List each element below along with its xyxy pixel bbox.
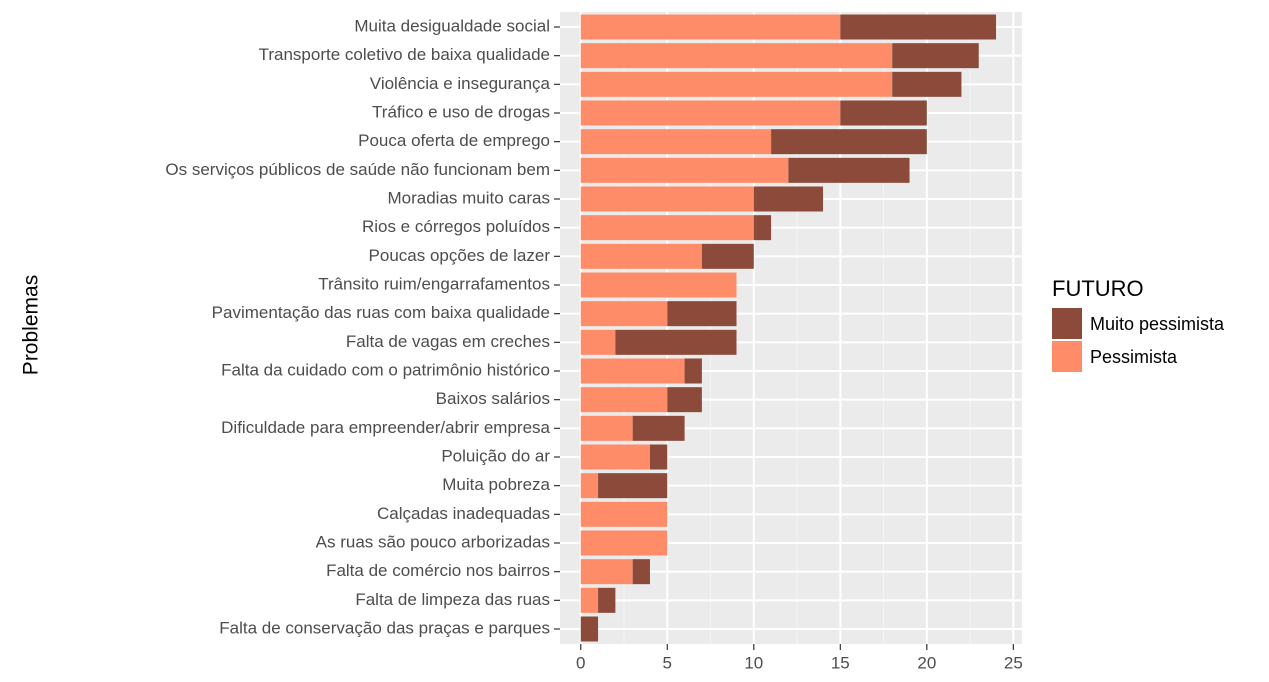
bar-segment bbox=[892, 43, 979, 69]
legend-label: Muito pessimista bbox=[1090, 314, 1225, 334]
x-tick-label: 20 bbox=[917, 653, 936, 672]
bar-segment bbox=[580, 387, 668, 413]
x-tick-label: 0 bbox=[576, 653, 585, 672]
bar-segment bbox=[580, 14, 841, 40]
bar-segment bbox=[667, 301, 737, 327]
bar-segment bbox=[701, 243, 754, 269]
y-tick-label: Trânsito ruim/engarrafamentos bbox=[318, 274, 550, 293]
bar-segment bbox=[649, 444, 668, 470]
bar-segment bbox=[632, 559, 650, 585]
bar-segment bbox=[580, 71, 893, 97]
y-tick-label: Falta de comércio nos bairros bbox=[326, 561, 550, 580]
bar-segment bbox=[580, 100, 841, 126]
bar-segment bbox=[580, 559, 633, 585]
bar-segment bbox=[580, 129, 772, 155]
bar-segment bbox=[580, 186, 754, 212]
bar-segment bbox=[615, 329, 737, 355]
y-tick-label: Poucas opções de lazer bbox=[369, 246, 551, 265]
bar-segment bbox=[771, 129, 927, 155]
bar-segment bbox=[580, 243, 702, 269]
bar-segment bbox=[632, 415, 685, 441]
legend-title: FUTURO bbox=[1052, 276, 1144, 301]
bar-segment bbox=[684, 358, 702, 384]
y-tick-label: As ruas são pouco arborizadas bbox=[316, 532, 550, 551]
x-tick-label: 10 bbox=[744, 653, 763, 672]
y-tick-label: Falta de conservação das praças e parque… bbox=[219, 618, 550, 637]
y-tick-label: Baixos salários bbox=[436, 389, 550, 408]
bar-segment bbox=[753, 186, 824, 212]
y-tick-label: Falta de limpeza das ruas bbox=[355, 590, 550, 609]
bar-segment bbox=[598, 473, 668, 499]
bar-segment bbox=[753, 215, 772, 241]
bar-segment bbox=[667, 387, 702, 413]
y-tick-label: Dificuldade para empreender/abrir empres… bbox=[221, 418, 550, 437]
y-tick-label: Pouca oferta de emprego bbox=[358, 131, 550, 150]
y-tick-label: Pavimentação das ruas com baixa qualidad… bbox=[212, 303, 550, 322]
bar-segment bbox=[580, 358, 685, 384]
bar-segment bbox=[580, 43, 893, 69]
y-tick-label: Muita desigualdade social bbox=[354, 16, 550, 35]
y-tick-label: Transporte coletivo de baixa qualidade bbox=[259, 45, 550, 64]
legend-key bbox=[1052, 341, 1082, 372]
y-tick-label: Os serviços públicos de saúde não funcio… bbox=[165, 160, 550, 179]
bar-segment bbox=[580, 473, 599, 499]
bar-segment bbox=[598, 587, 616, 613]
y-tick-label: Falta da cuidado com o patrimônio histór… bbox=[221, 360, 550, 379]
bar-segment bbox=[840, 100, 927, 126]
x-tick-label: 25 bbox=[1004, 653, 1023, 672]
bar-segment bbox=[580, 157, 789, 183]
y-tick-label: Falta de vagas em creches bbox=[346, 332, 550, 351]
bar-segment bbox=[788, 157, 910, 183]
bar-segment bbox=[840, 14, 997, 40]
y-axis-label: Problemas bbox=[20, 275, 43, 375]
bar-segment bbox=[580, 587, 599, 613]
bar-segment bbox=[580, 415, 633, 441]
x-tick-label: 15 bbox=[831, 653, 850, 672]
y-tick-label: Rios e córregos poluídos bbox=[362, 217, 550, 236]
y-tick-label: Poluição do ar bbox=[441, 446, 550, 465]
bar-segment bbox=[580, 444, 650, 470]
y-tick-label: Muita pobreza bbox=[442, 475, 550, 494]
bar-segment bbox=[892, 71, 962, 97]
bar-segment bbox=[580, 272, 737, 298]
y-tick-label: Violência e insegurança bbox=[370, 74, 551, 93]
y-tick-label: Tráfico e uso de drogas bbox=[372, 102, 550, 121]
legend-label: Pessimista bbox=[1090, 347, 1178, 367]
bar-segment bbox=[580, 215, 754, 241]
bar-segment bbox=[580, 501, 668, 527]
bar-segment bbox=[580, 530, 668, 556]
bar-segment bbox=[580, 616, 599, 642]
bar-segment bbox=[580, 301, 668, 327]
bar-segment bbox=[580, 329, 616, 355]
legend-key bbox=[1052, 308, 1082, 339]
x-tick-label: 5 bbox=[663, 653, 672, 672]
y-tick-label: Moradias muito caras bbox=[387, 188, 550, 207]
y-tick-label: Calçadas inadequadas bbox=[377, 504, 550, 523]
